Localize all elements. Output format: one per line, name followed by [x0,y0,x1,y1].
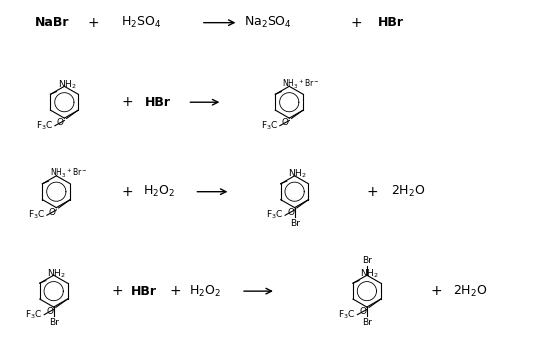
Text: Br: Br [362,318,372,327]
Text: Br: Br [362,256,372,265]
Text: HBr: HBr [131,285,157,298]
Text: $\mathrm{2H_2O}$: $\mathrm{2H_2O}$ [391,184,425,199]
Text: +: + [366,185,378,199]
Text: O: O [46,307,53,316]
Text: $\mathrm{H_2O_2}$: $\mathrm{H_2O_2}$ [189,283,221,299]
Text: +: + [88,16,100,30]
Text: $\mathrm{F_3C}$: $\mathrm{F_3C}$ [261,120,278,132]
Text: $\mathrm{NH_3}$$^+$Br$^-$: $\mathrm{NH_3}$$^+$Br$^-$ [50,167,87,180]
Text: $\mathrm{NH_2}$: $\mathrm{NH_2}$ [57,78,77,91]
Text: Br: Br [49,318,58,327]
Text: $\mathrm{F_3C}$: $\mathrm{F_3C}$ [266,209,283,221]
Text: $\mathrm{F_3C}$: $\mathrm{F_3C}$ [28,209,45,221]
Text: $\mathrm{F_3C}$: $\mathrm{F_3C}$ [25,308,43,321]
Text: O: O [57,118,64,127]
Text: $\mathrm{Na_2SO_4}$: $\mathrm{Na_2SO_4}$ [244,15,292,30]
Text: +: + [121,95,133,109]
Text: +: + [111,284,123,298]
Text: $\mathrm{NH_2}$: $\mathrm{NH_2}$ [360,267,379,279]
Text: Br: Br [289,219,300,228]
Text: HBr: HBr [144,96,170,109]
Text: NaBr: NaBr [35,16,69,29]
Text: $\mathrm{NH_2}$: $\mathrm{NH_2}$ [47,267,66,279]
Text: $\mathrm{NH_3}$$^+$Br$^-$: $\mathrm{NH_3}$$^+$Br$^-$ [282,78,320,91]
Text: $\mathrm{NH_2}$: $\mathrm{NH_2}$ [288,167,307,180]
Text: HBr: HBr [378,16,404,29]
Text: +: + [169,284,181,298]
Text: $\mathrm{H_2O_2}$: $\mathrm{H_2O_2}$ [143,184,175,199]
Text: $\mathrm{2H_2O}$: $\mathrm{2H_2O}$ [453,283,487,299]
Text: O: O [282,118,289,127]
Text: +: + [431,284,443,298]
Text: +: + [121,185,133,199]
Text: $\mathrm{F_3C}$: $\mathrm{F_3C}$ [339,308,356,321]
Text: O: O [287,208,294,217]
Text: $\mathrm{F_3C}$: $\mathrm{F_3C}$ [36,120,53,132]
Text: $\mathrm{H_2SO_4}$: $\mathrm{H_2SO_4}$ [121,15,161,30]
Text: +: + [351,16,362,30]
Text: O: O [359,307,366,316]
Text: O: O [49,208,56,217]
